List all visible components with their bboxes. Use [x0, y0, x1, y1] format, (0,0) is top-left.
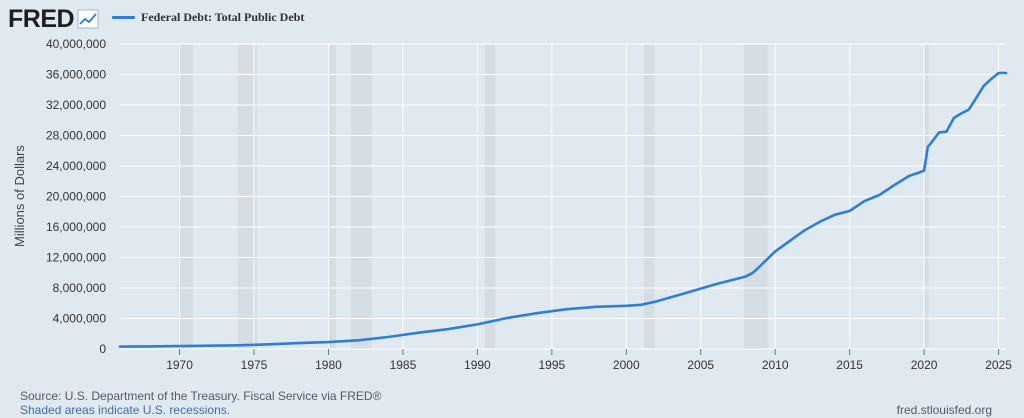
- y-tick-label: 32,000,000: [46, 98, 106, 112]
- x-tick-label: 2020: [911, 358, 938, 372]
- y-tick-label: 12,000,000: [46, 251, 106, 265]
- x-tick-label: 1995: [538, 358, 565, 372]
- source-note: Source: U.S. Department of the Treasury.…: [20, 389, 382, 403]
- grid-lines: [120, 43, 1006, 350]
- x-axis-ticks: 1970 1975 1980 1985 1990 1995 2000 2005 2010 2015…: [166, 349, 1012, 372]
- y-tick-label: 16,000,000: [46, 220, 106, 234]
- line-chart: 0 4,000,000 8,000,000 12,000,000 16,000,000 2…: [12, 37, 1012, 372]
- x-tick-label: 1990: [464, 358, 491, 372]
- y-tick-label: 4,000,000: [53, 312, 107, 326]
- x-tick-label: 2000: [613, 358, 640, 372]
- chart-legend: Federal Debt: Total Public Debt: [112, 10, 304, 25]
- fred-logo[interactable]: FRED: [8, 5, 75, 33]
- x-tick-label: 1985: [390, 358, 417, 372]
- y-tick-label: 36,000,000: [46, 68, 106, 82]
- y-tick-label: 24,000,000: [46, 159, 106, 173]
- x-tick-label: 2025: [985, 358, 1012, 372]
- y-tick-label: 0: [99, 342, 106, 356]
- y-axis-title: Millions of Dollars: [12, 145, 27, 247]
- series-line: [118, 71, 1008, 348]
- fred-url[interactable]: fred.stlouisfed.org: [896, 403, 992, 417]
- x-tick-label: 2010: [762, 358, 789, 372]
- x-tick-label: 2015: [836, 358, 863, 372]
- x-tick-label: 1975: [241, 358, 268, 372]
- y-axis-ticks: 0 4,000,000 8,000,000 12,000,000 16,000,000 2…: [46, 37, 106, 356]
- x-tick-label: 1970: [166, 358, 193, 372]
- y-tick-label: 28,000,000: [46, 129, 106, 143]
- recession-note[interactable]: Shaded areas indicate U.S. recessions.: [20, 403, 231, 417]
- y-tick-label: 20,000,000: [46, 190, 106, 204]
- y-tick-label: 8,000,000: [53, 281, 107, 295]
- chart-line-icon: [77, 9, 99, 29]
- fred-header: FRED: [8, 6, 99, 32]
- x-tick-label: 2005: [687, 358, 714, 372]
- x-tick-label: 1980: [315, 358, 342, 372]
- y-tick-label: 40,000,000: [46, 37, 106, 51]
- legend-series-label: Federal Debt: Total Public Debt: [141, 10, 305, 24]
- legend-swatch: [112, 16, 135, 19]
